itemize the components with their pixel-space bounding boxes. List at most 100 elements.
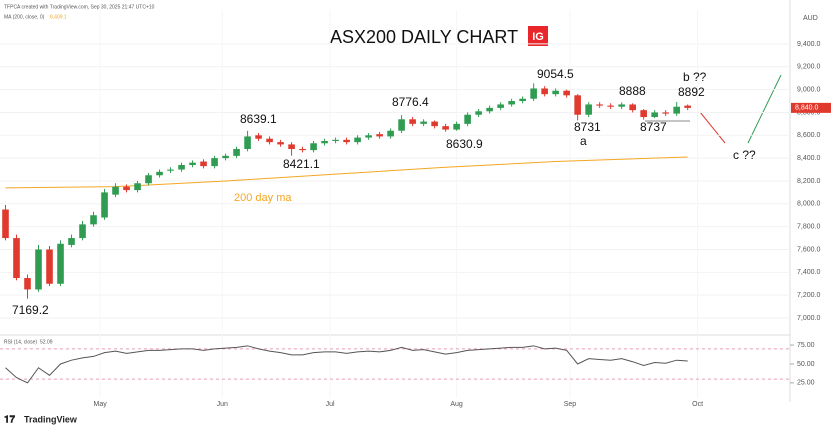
annotation: c ?? [733, 148, 756, 162]
chart-title: ASX200 DAILY CHART [330, 27, 518, 47]
annotation: 8888 [619, 84, 646, 98]
y-tick-label: 9,000.0 [797, 86, 820, 93]
candle-body [354, 137, 361, 143]
candle-body [266, 138, 273, 143]
candle-body [497, 104, 504, 108]
candle-body [376, 134, 383, 137]
annotation: 8421.1 [283, 157, 320, 171]
annotation: 8892 [678, 85, 705, 99]
candle-body [90, 215, 97, 225]
candle-body [288, 144, 295, 149]
candle-body [596, 104, 603, 106]
y-tick-label: 9,200.0 [797, 64, 820, 71]
y-tick-label: 8,200.0 [797, 178, 820, 185]
y-tick-label: 7,800.0 [797, 223, 820, 230]
candle-body [13, 238, 20, 279]
rsi-legend: RSI (14, close) [4, 339, 37, 345]
rsi-tick-label: 50.00 [797, 361, 815, 368]
annotation: 9054.5 [537, 67, 574, 81]
candle-body [101, 192, 108, 218]
candle-body [629, 104, 636, 111]
x-tick-label: Sep [564, 401, 577, 408]
candle-body [618, 104, 625, 107]
candle-body [79, 224, 86, 239]
candle-body [607, 105, 614, 107]
candle-body [343, 139, 350, 143]
y-tick-label: 7,000.0 [797, 315, 820, 322]
candle-body [519, 98, 526, 102]
y-tick-label: 7,400.0 [797, 269, 820, 276]
candle-body [277, 142, 284, 145]
projection-down [699, 111, 726, 144]
annotation: 8639.1 [240, 112, 277, 126]
annotation: 200 day ma [234, 192, 292, 204]
candle-body [508, 101, 515, 105]
y-tick-label: 8,400.0 [797, 155, 820, 162]
projection-up [747, 74, 782, 144]
rsi-tick-label: 75.00 [797, 342, 815, 349]
candle-body [673, 106, 680, 114]
candle-body [442, 126, 449, 130]
candle-body [530, 88, 537, 99]
logo: IG [532, 31, 544, 43]
candle-body [398, 119, 405, 131]
candle-body [387, 130, 394, 137]
annotation: 8737 [640, 120, 667, 134]
candle-body [431, 121, 438, 127]
y-tick-label: 9,400.0 [797, 41, 820, 48]
y-tick-label: 8,600.0 [797, 132, 820, 139]
annotation: 7169.2 [12, 303, 49, 317]
candle-body [123, 186, 130, 191]
x-tick-label: Oct [692, 401, 703, 408]
candle-body [211, 158, 218, 167]
candle-body [563, 90, 570, 96]
candle-body [464, 114, 471, 124]
candle-body [332, 139, 339, 141]
candle-body [585, 104, 592, 115]
candle-body [134, 183, 141, 191]
footer-logo: 𝟏𝟕 [4, 415, 16, 426]
y-tick-label: 7,600.0 [797, 246, 820, 253]
candle-body [299, 148, 306, 151]
ma-legend: MA (200, close, 0) [4, 14, 45, 20]
candle-body [222, 155, 229, 159]
candle-body [233, 148, 240, 156]
candle-body [189, 162, 196, 165]
candle-body [178, 164, 185, 170]
rsi-legend-value: 52.09 [40, 339, 53, 345]
logo-box [528, 26, 548, 46]
candle-body [156, 171, 163, 176]
candle-body [475, 111, 482, 115]
candle-body [365, 135, 372, 138]
annotation: 8630.9 [446, 137, 483, 151]
candle-body [486, 107, 493, 112]
candle-body [552, 90, 559, 95]
candle-body [255, 135, 262, 139]
candle-body [145, 175, 152, 184]
annotation: 8776.4 [392, 95, 429, 109]
ma-legend-value: 8,409.1 [50, 14, 67, 20]
candle-body [35, 249, 42, 290]
candle-body [574, 95, 581, 115]
last-price-tag [791, 102, 831, 113]
candle-body [640, 110, 647, 118]
candle-body [244, 136, 251, 149]
candle-body [68, 238, 75, 245]
y-tick-label: 7,200.0 [797, 292, 820, 299]
rsi-tick-label: 25.00 [797, 380, 815, 387]
currency: AUD [803, 15, 818, 22]
candle-body [409, 119, 416, 124]
candle-body [420, 121, 427, 124]
attribution: TFPCA created with TradingView.com, Sep … [4, 4, 155, 10]
candle-body [662, 112, 669, 114]
annotation: b ?? [683, 70, 707, 84]
candle-body [321, 140, 328, 144]
candle-body [310, 143, 317, 151]
rsi-line [5, 345, 688, 384]
candle-body [46, 249, 53, 284]
x-tick-label: Jun [217, 401, 228, 408]
x-tick-label: Jul [326, 401, 335, 408]
last-price-label: 8,840.0 [795, 105, 818, 112]
x-tick-label: May [94, 401, 108, 408]
